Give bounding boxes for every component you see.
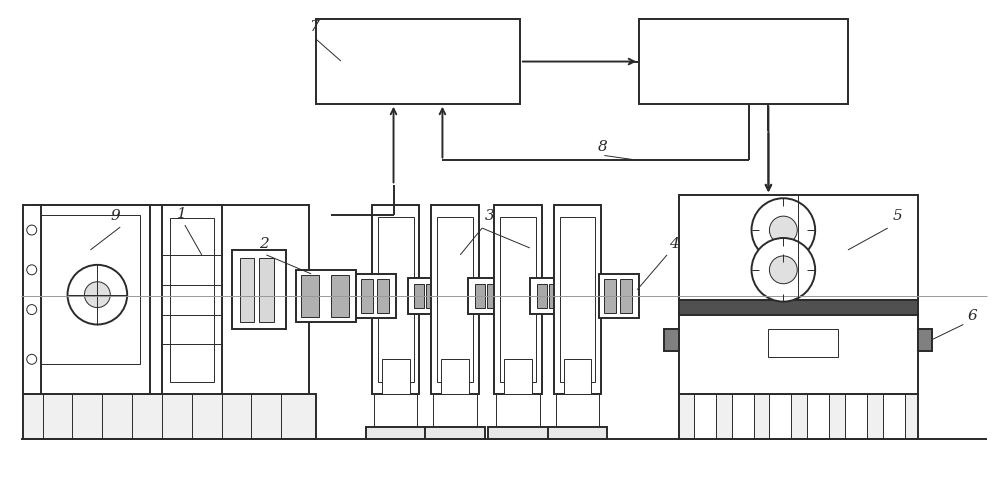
- Bar: [549, 284, 559, 308]
- Bar: [599, 274, 639, 317]
- Text: 7: 7: [309, 20, 319, 34]
- Text: 6: 6: [967, 308, 977, 323]
- Bar: [366, 427, 425, 439]
- Bar: [488, 427, 548, 439]
- Circle shape: [769, 216, 797, 244]
- Bar: [496, 394, 540, 429]
- Bar: [331, 275, 349, 316]
- Circle shape: [68, 265, 127, 325]
- Bar: [162, 205, 222, 394]
- Bar: [845, 394, 867, 439]
- Bar: [556, 394, 599, 429]
- Text: 1: 1: [177, 207, 187, 221]
- Bar: [530, 278, 566, 314]
- Circle shape: [752, 198, 815, 262]
- Bar: [433, 394, 477, 429]
- Bar: [23, 205, 41, 394]
- Bar: [548, 427, 607, 439]
- Bar: [301, 275, 319, 316]
- Bar: [232, 250, 286, 329]
- Bar: [259, 258, 274, 322]
- Text: 9: 9: [110, 209, 120, 223]
- Bar: [31, 205, 309, 394]
- Bar: [377, 279, 389, 313]
- Circle shape: [769, 256, 797, 284]
- Circle shape: [27, 265, 37, 275]
- Bar: [408, 278, 443, 314]
- Text: 3: 3: [485, 209, 495, 223]
- Bar: [639, 19, 848, 104]
- Bar: [374, 394, 417, 429]
- Bar: [537, 284, 547, 308]
- Bar: [414, 284, 424, 308]
- Bar: [31, 205, 150, 394]
- Circle shape: [27, 304, 37, 315]
- Bar: [316, 19, 520, 104]
- Circle shape: [27, 354, 37, 364]
- Bar: [554, 205, 601, 394]
- Bar: [560, 217, 595, 382]
- Bar: [431, 205, 479, 394]
- Bar: [356, 274, 396, 317]
- Bar: [500, 217, 536, 382]
- Bar: [23, 394, 316, 439]
- Bar: [504, 359, 532, 394]
- Bar: [769, 394, 791, 439]
- Bar: [807, 394, 829, 439]
- Bar: [437, 217, 473, 382]
- Bar: [475, 284, 485, 308]
- Text: 2: 2: [259, 237, 269, 251]
- Circle shape: [27, 225, 37, 235]
- Circle shape: [752, 238, 815, 302]
- Bar: [378, 217, 414, 382]
- Bar: [361, 279, 373, 313]
- Bar: [240, 258, 254, 322]
- Bar: [296, 270, 356, 322]
- Bar: [918, 329, 932, 351]
- Bar: [425, 427, 485, 439]
- Bar: [468, 278, 504, 314]
- Bar: [664, 329, 679, 351]
- Bar: [382, 359, 410, 394]
- Bar: [564, 359, 591, 394]
- Bar: [441, 359, 469, 394]
- Bar: [620, 279, 632, 313]
- Bar: [679, 195, 918, 300]
- Bar: [679, 310, 918, 394]
- Bar: [372, 205, 419, 394]
- Bar: [426, 284, 436, 308]
- Text: 5: 5: [893, 209, 902, 223]
- Bar: [732, 394, 754, 439]
- Circle shape: [84, 282, 110, 308]
- Bar: [768, 329, 838, 358]
- Bar: [883, 394, 905, 439]
- Bar: [170, 218, 214, 382]
- Bar: [494, 205, 542, 394]
- Text: 4: 4: [669, 237, 679, 251]
- Text: 8: 8: [597, 140, 607, 153]
- Bar: [604, 279, 616, 313]
- Bar: [679, 394, 918, 439]
- Bar: [41, 215, 140, 364]
- Bar: [694, 394, 716, 439]
- Bar: [679, 300, 918, 315]
- Bar: [487, 284, 497, 308]
